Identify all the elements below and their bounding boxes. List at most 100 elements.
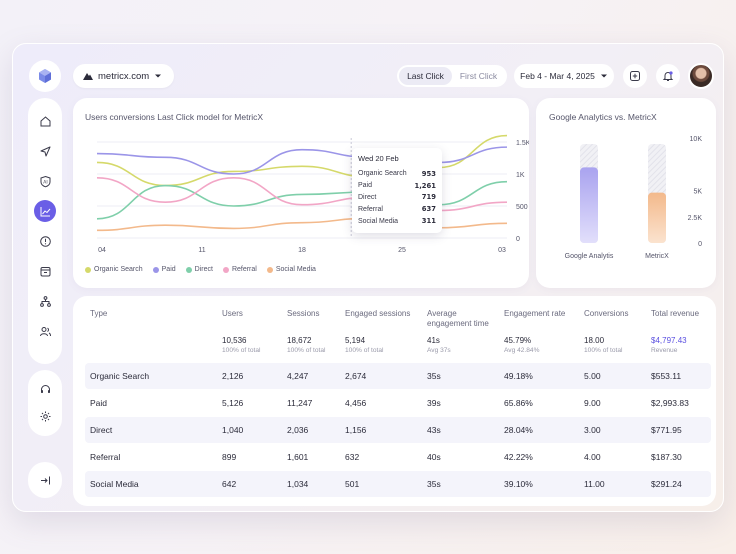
cell-avg: 40s (427, 452, 441, 462)
sidebar-item-users[interactable] (34, 320, 56, 342)
total-sub: 100% of total (345, 347, 384, 354)
gear-icon (40, 411, 50, 422)
date-range-select[interactable]: Feb 4 - Mar 4, 2025 (514, 64, 614, 88)
sidebar-item-settings[interactable] (34, 406, 56, 428)
line-chart: 1.5K 1K 500 0 04 11 18 25 03 (96, 134, 529, 254)
site-name: metricx.com (98, 70, 150, 82)
sidebar-item-alerts[interactable] (34, 230, 56, 252)
user-avatar[interactable] (688, 63, 714, 89)
series-line-paid (96, 146, 508, 175)
cell-engaged: 4,456 (345, 398, 367, 408)
series-line-direct (96, 180, 508, 220)
date-range-label: Feb 4 - Mar 4, 2025 (520, 71, 595, 81)
ai-shield-icon: AI (40, 175, 50, 187)
sidebar-item-home[interactable] (34, 110, 56, 132)
cell-revenue: $2,993.83 (651, 398, 689, 408)
add-button[interactable] (623, 64, 647, 88)
legend-label: Social Media (275, 266, 316, 273)
total-value: $4,797.43 (651, 336, 687, 345)
alert-icon (39, 235, 51, 247)
x-tick-label: 11 (198, 247, 205, 254)
cell-sessions: 4,247 (287, 371, 309, 381)
mountain-icon (83, 73, 93, 80)
total-value: 45.79% (504, 336, 532, 345)
cell-conv: 11.00 (584, 479, 605, 489)
series-line-organic (96, 134, 508, 187)
header-users: Users (222, 309, 243, 318)
legend-dot (85, 266, 91, 273)
cell-revenue: $771.95 (651, 425, 682, 435)
legend-referral[interactable]: Referral (222, 266, 257, 273)
table-row[interactable]: Organic Search 2,126 4,247 2,674 35s 49.18% 5.… (85, 363, 711, 389)
legend-dot (266, 266, 273, 273)
cell-conv: 5.00 (584, 371, 601, 381)
cell-engaged: 501 (345, 479, 360, 489)
cell-engaged: 632 (345, 452, 360, 462)
legend-paid[interactable]: Paid (152, 266, 176, 273)
sidebar-item-calendar[interactable] (34, 260, 56, 282)
cell-conv: 9.00 (584, 398, 601, 408)
sidebar-item-analytics[interactable] (34, 200, 56, 222)
tooltip-row: Paid 1,261 (358, 180, 436, 192)
legend-direct[interactable]: Direct (185, 266, 213, 273)
table-row[interactable]: Direct 1,040 2,036 1,156 43s 28.04% 3.00 $771.9… (85, 417, 711, 443)
tooltip-row: Referral 637 (358, 203, 436, 215)
tooltip-row: Social Media 311 (358, 215, 436, 227)
header-revenue: Total revenue (651, 309, 700, 318)
bar-label: MetricX (645, 253, 669, 260)
x-tick-label: 04 (98, 247, 106, 254)
plus-square-icon (630, 71, 640, 81)
total-sub: 100% of total (287, 347, 326, 354)
comparison-card (536, 98, 716, 288)
cell-rate: 39.10% (504, 479, 533, 489)
tooltip-row: Direct 719 (358, 192, 436, 204)
toggle-first-click[interactable]: First Click (459, 71, 498, 81)
legend-label: Organic Search (94, 266, 143, 273)
logout-icon (40, 476, 50, 484)
total-users: 10,536 100% of total (222, 336, 261, 354)
bar-0 (580, 167, 598, 243)
total-sub: 100% of total (222, 347, 261, 354)
cell-revenue: $187.30 (651, 452, 682, 462)
x-tick-label: 25 (398, 247, 406, 254)
table-row[interactable]: Referral 899 1,601 632 40s 42.22% 4.00 $187.30 (85, 444, 711, 470)
total-sub: 100% of total (584, 347, 623, 354)
cell-sessions: 11,247 (287, 398, 313, 408)
logout-button[interactable] (34, 469, 56, 491)
y-tick-label: 500 (516, 204, 528, 211)
chevron-down-icon (600, 74, 607, 78)
bar-label: Google Analytis (565, 253, 614, 260)
sidebar-item-support[interactable] (34, 379, 56, 401)
sidebar-item-network[interactable] (34, 290, 56, 312)
app-window: metricx.com Last Click First Click Feb 4… (12, 43, 724, 512)
legend-organic[interactable]: Organic Search (85, 266, 143, 273)
app-logo[interactable] (29, 60, 61, 92)
cell-sessions: 1,034 (287, 479, 309, 489)
cell-sessions: 1,601 (287, 452, 309, 462)
tooltip-row: Organic Search 953 (358, 168, 436, 180)
line-chart-card (73, 98, 529, 288)
total-avg-time: 41s Avg 37s (427, 336, 451, 354)
series-line-social (96, 217, 508, 232)
toggle-last-click[interactable]: Last Click (399, 67, 452, 85)
cell-type: Social Media (90, 479, 139, 489)
cell-avg: 35s (427, 479, 441, 489)
cell-sessions: 2,036 (287, 425, 309, 435)
header-type: Type (90, 309, 108, 318)
total-rate: 45.79% Avg 42.84% (504, 336, 539, 354)
comparison-chart: 10K 5K 2.5K 0 Google Analytis MetricX (565, 136, 703, 260)
x-tick-label: 18 (298, 247, 306, 254)
cell-engaged: 1,156 (345, 425, 367, 435)
legend-social[interactable]: Social Media (266, 266, 316, 273)
sidebar-item-ai[interactable]: AI (34, 170, 56, 192)
sidebar-item-send[interactable] (34, 140, 56, 162)
table-row[interactable]: Paid 5,126 11,247 4,456 39s 65.86% 9.00 $2,993.… (85, 390, 711, 416)
total-engaged: 5,194 100% of total (345, 336, 384, 354)
site-select[interactable]: metricx.com (73, 64, 175, 88)
cell-rate: 28.04% (504, 425, 533, 435)
total-value: 41s (427, 336, 440, 345)
table-row[interactable]: Social Media 642 1,034 501 35s 39.10% 11.00 $29… (85, 471, 711, 497)
notifications-button[interactable] (656, 64, 680, 88)
chart-tooltip: Wed 20 Feb Organic Search 953 Paid 1,261 D… (352, 148, 442, 233)
y-tick-label: 0 (516, 236, 520, 243)
